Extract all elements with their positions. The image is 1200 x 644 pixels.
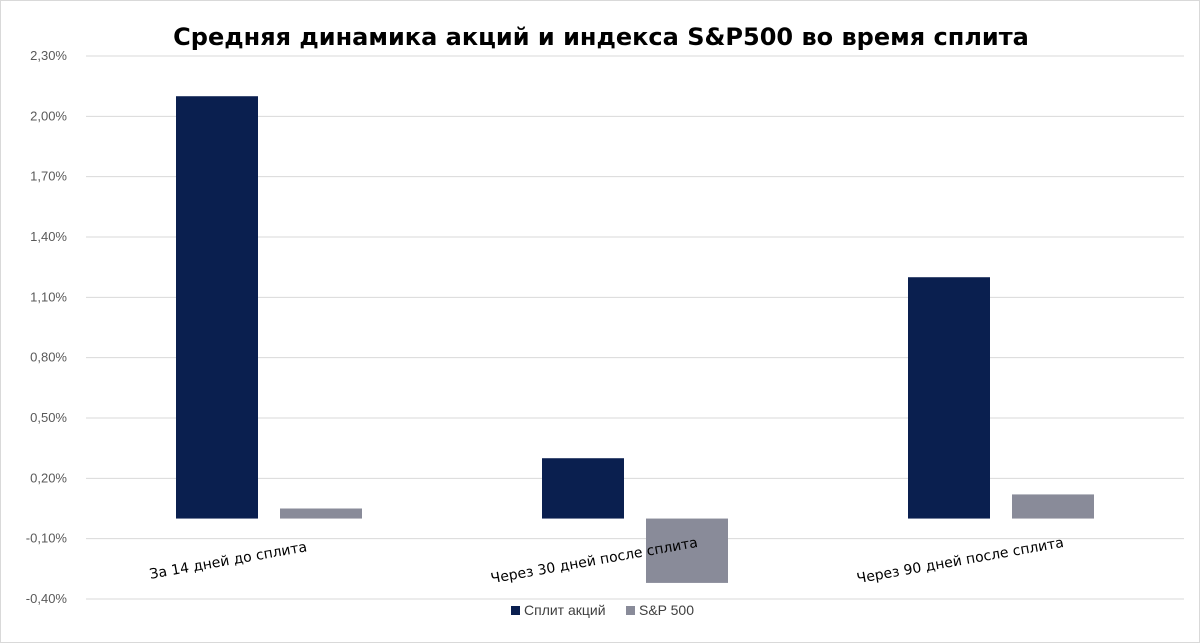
bar-sp500 — [1012, 494, 1094, 519]
y-tick-label: -0,10% — [26, 531, 68, 546]
bar-sp500 — [280, 508, 362, 519]
y-axis-ticks: 2,30% 2,00% 1,70% 1,40% 1,10% 0,80% 0,50% 0,20%… — [26, 48, 68, 606]
gridlines — [86, 55, 1184, 600]
y-tick-label: 0,80% — [30, 350, 67, 365]
legend: Сплит акций S&P 500 — [511, 602, 694, 618]
bars — [176, 96, 1094, 583]
y-tick-label: 0,20% — [30, 470, 67, 485]
bar-sp500 — [646, 518, 728, 583]
x-tick-label: Через 90 дней после сплита — [856, 535, 1066, 587]
legend-label: S&P 500 — [639, 602, 694, 618]
legend-swatch — [626, 606, 635, 615]
y-tick-label: 2,00% — [30, 108, 67, 123]
x-tick-label: За 14 дней до сплита — [148, 539, 308, 582]
x-axis-labels: За 14 дней до сплита Через 30 дней после … — [148, 535, 1065, 587]
chart-title: Средняя динамика акций и индекса S&P500 … — [173, 23, 1029, 51]
bar-split — [908, 277, 990, 519]
y-tick-label: 1,40% — [30, 229, 67, 244]
bar-split — [542, 458, 624, 519]
y-tick-label: 1,70% — [30, 169, 67, 184]
legend-swatch — [511, 606, 520, 615]
legend-label: Сплит акций — [524, 602, 606, 618]
bar-split — [176, 96, 258, 519]
y-tick-label: 0,50% — [30, 410, 67, 425]
y-tick-label: -0,40% — [26, 591, 68, 606]
y-tick-label: 2,30% — [30, 48, 67, 63]
y-tick-label: 1,10% — [30, 289, 67, 304]
